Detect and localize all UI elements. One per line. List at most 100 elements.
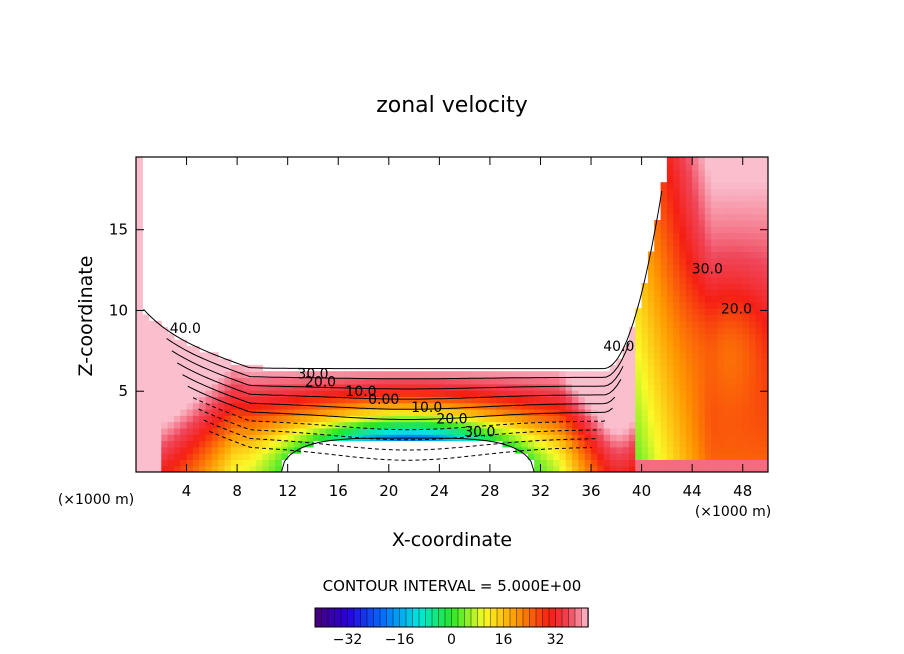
- field-cell: [559, 383, 567, 391]
- field-cell: [256, 390, 263, 397]
- field-cell: [312, 415, 320, 423]
- field-cell: [755, 238, 763, 246]
- field-cell: [742, 465, 750, 472]
- field-cell: [477, 390, 485, 397]
- field-cell: [755, 276, 763, 284]
- field-cell: [755, 396, 763, 404]
- field-cell: [610, 465, 617, 472]
- field-cell: [730, 276, 737, 284]
- field-cell: [723, 440, 731, 448]
- field-cell: [704, 276, 712, 284]
- field-cell: [192, 390, 200, 397]
- field-cell: [723, 201, 731, 208]
- field-cell: [723, 396, 731, 404]
- field-cell: [553, 427, 561, 435]
- field-cell: [275, 453, 282, 460]
- field-cell: [148, 320, 156, 328]
- field-cell: [755, 163, 763, 171]
- field-cell: [761, 440, 768, 448]
- field-cell: [597, 371, 605, 379]
- field-cell: [136, 314, 143, 322]
- field-cell: [692, 402, 700, 410]
- field-cell: [704, 157, 712, 164]
- field-cell: [660, 327, 668, 334]
- field-cell: [666, 314, 674, 322]
- field-cell: [376, 427, 384, 435]
- field-cell: [546, 415, 554, 423]
- field-cell: [749, 352, 756, 360]
- field-cell: [572, 440, 579, 448]
- field-cell: [395, 371, 403, 379]
- field-cell: [730, 434, 737, 442]
- field-cell: [136, 270, 143, 278]
- field-cell: [312, 427, 320, 435]
- contour-line: [198, 408, 601, 441]
- field-cell: [136, 213, 143, 221]
- colorbar-tick-label: 0: [447, 632, 456, 648]
- field-cell: [237, 459, 245, 467]
- field-cell: [603, 409, 611, 416]
- field-cell: [742, 188, 750, 196]
- field-cell: [628, 371, 636, 379]
- field-cell: [300, 390, 308, 397]
- field-cell: [186, 364, 194, 372]
- field-cell: [218, 465, 226, 472]
- field-cell: [610, 402, 617, 410]
- field-cell: [761, 352, 768, 360]
- field-cell: [736, 453, 744, 460]
- field-cell: [312, 377, 320, 385]
- field-cell: [161, 327, 169, 334]
- field-cell: [496, 409, 504, 416]
- field-cell: [679, 270, 687, 278]
- field-cell: [420, 409, 428, 416]
- colorbar-cell: [483, 607, 492, 628]
- field-cell: [268, 371, 276, 379]
- field-cell: [388, 371, 396, 379]
- field-cell: [679, 320, 687, 328]
- field-cell: [515, 409, 523, 416]
- field-cell: [287, 396, 295, 404]
- field-cell: [439, 421, 447, 429]
- field-cell: [565, 440, 573, 448]
- field-cell: [136, 283, 143, 290]
- field-cell: [287, 427, 295, 435]
- field-cell: [704, 175, 712, 183]
- field-cell: [369, 383, 377, 391]
- field-cell: [654, 314, 662, 322]
- field-cell: [136, 371, 143, 379]
- field-cell: [711, 264, 719, 271]
- field-cell: [711, 453, 719, 460]
- field-cell: [717, 453, 725, 460]
- field-cell: [527, 371, 535, 379]
- field-cell: [698, 182, 706, 190]
- field-cell: [344, 371, 352, 379]
- field-cell: [698, 409, 706, 416]
- field-cell: [388, 377, 396, 385]
- field-cell: [136, 402, 143, 410]
- field-cell: [679, 220, 687, 227]
- field-cell: [635, 446, 643, 454]
- field-cell: [211, 409, 219, 416]
- field-cell: [230, 364, 238, 372]
- field-cell: [578, 396, 586, 404]
- field-cell: [717, 327, 725, 334]
- field-cell: [736, 364, 744, 372]
- field-cell: [350, 383, 358, 391]
- field-cell: [154, 333, 162, 341]
- colorbar-tick-label: 16: [495, 632, 513, 648]
- field-cell: [357, 371, 365, 379]
- field-cell: [723, 238, 731, 246]
- field-cell: [294, 383, 301, 391]
- field-cell: [673, 295, 681, 303]
- field-cell: [325, 427, 333, 435]
- field-cell: [136, 358, 143, 366]
- field-cell: [660, 396, 668, 404]
- field-cell: [628, 453, 636, 460]
- field-cell: [698, 301, 706, 309]
- field-cell: [761, 377, 768, 385]
- field-cell: [673, 371, 681, 379]
- field-cell: [679, 415, 687, 423]
- field-cell: [508, 440, 516, 448]
- field-cell: [723, 434, 731, 442]
- field-cell: [331, 377, 339, 385]
